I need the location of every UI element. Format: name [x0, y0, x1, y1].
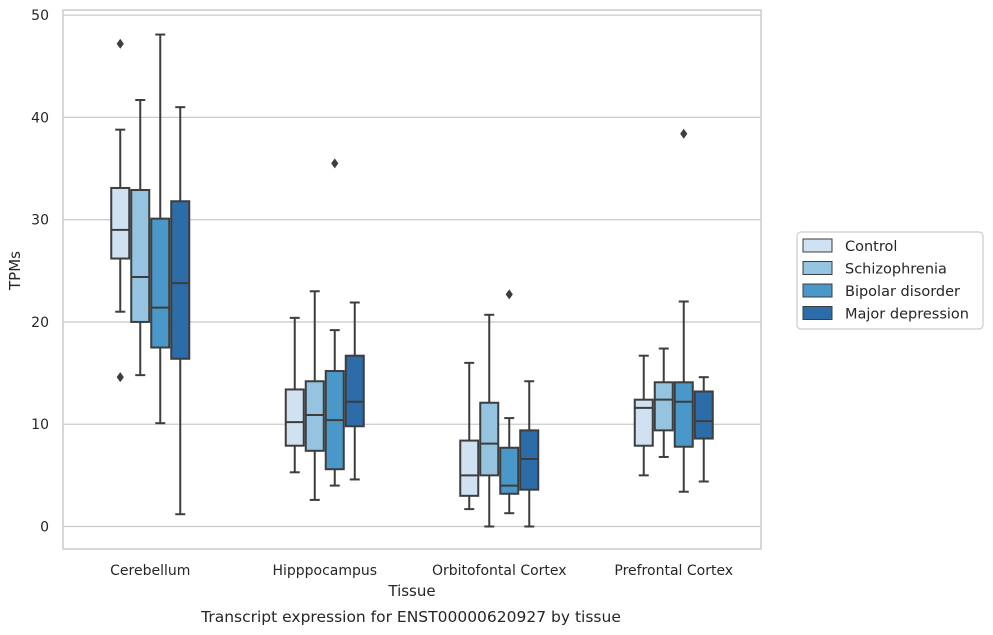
box-iqr [519, 429, 540, 491]
legend-label: Control [845, 239, 897, 255]
legend-swatch [802, 306, 833, 320]
box-major-depression [170, 106, 191, 516]
box-schizophrenia [479, 313, 500, 528]
legend-label: Major depression [845, 307, 969, 323]
legend-label: Bipolar disorder [845, 284, 960, 300]
box-iqr [130, 189, 151, 323]
box-bipolar-disorder [499, 289, 520, 515]
box-bipolar-disorder [324, 158, 345, 487]
y-axis-label: TPMs [6, 251, 24, 291]
outlier-point [116, 372, 124, 383]
boxes [110, 33, 714, 528]
box-bipolar-disorder [150, 33, 171, 425]
box-schizophrenia [304, 290, 325, 501]
box-iqr [479, 401, 500, 477]
box-iqr [110, 186, 131, 260]
box-iqr [284, 388, 305, 447]
box-bipolar-disorder [673, 128, 694, 493]
y-tick-label: 40 [31, 110, 49, 126]
legend-frame [796, 231, 984, 330]
box-major-depression [519, 380, 540, 528]
outlier-point [680, 128, 688, 139]
outlier-point [505, 289, 513, 300]
box-iqr [653, 381, 674, 432]
y-tick-label: 20 [31, 315, 49, 331]
box-iqr [693, 390, 714, 440]
box-control [633, 354, 654, 477]
legend-swatch [802, 283, 833, 298]
box-control [110, 38, 131, 383]
box-iqr [459, 439, 480, 497]
legend-swatch [802, 261, 833, 275]
legend: Control Schizophrenia Bipolar disorder Majo… [796, 231, 984, 330]
box-control [284, 316, 305, 474]
box-iqr [150, 217, 171, 349]
box-control [459, 361, 480, 511]
legend-label: Schizophrenia [845, 262, 947, 278]
box-iqr [344, 354, 365, 428]
x-axis-label: Tissue [387, 582, 435, 600]
y-tick-label: 10 [31, 417, 49, 433]
x-tick-label: Hipppocampus [272, 563, 377, 579]
x-tick-label: Orbitofontal Cortex [432, 563, 567, 579]
y-tick-label: 50 [31, 8, 49, 24]
outlier-point [116, 38, 124, 49]
x-tick-label: Prefrontal Cortex [614, 563, 733, 579]
plot-frame [62, 9, 762, 550]
outlier-point [331, 158, 339, 169]
box-iqr [170, 200, 191, 360]
box-major-depression [693, 376, 714, 483]
y-tick-label: 30 [31, 213, 49, 229]
x-tick-labels: Cerebellum Hipppocampus Orbitofontal Corte… [110, 563, 733, 579]
x-tick-label: Cerebellum [110, 563, 190, 579]
legend-swatch [802, 238, 833, 253]
box-schizophrenia [653, 347, 674, 458]
y-tick-labels: 0 10 20 30 40 50 [31, 8, 49, 535]
box-major-depression [344, 301, 365, 481]
box-schizophrenia [130, 99, 151, 377]
box-iqr [633, 398, 654, 447]
chart-caption: Transcript expression for ENST0000062092… [200, 608, 621, 626]
box-iqr [499, 446, 520, 495]
box-iqr [304, 380, 325, 452]
box-iqr [673, 381, 694, 448]
y-tick-label: 0 [40, 519, 49, 535]
